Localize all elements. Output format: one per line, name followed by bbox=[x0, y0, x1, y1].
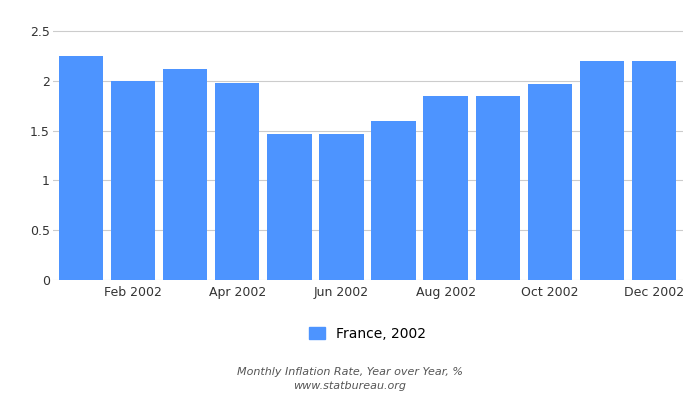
Bar bbox=[631, 61, 676, 280]
Text: www.statbureau.org: www.statbureau.org bbox=[293, 381, 407, 391]
Bar bbox=[111, 81, 155, 280]
Bar bbox=[424, 96, 468, 280]
Bar bbox=[528, 84, 572, 280]
Bar bbox=[319, 134, 363, 280]
Bar bbox=[372, 121, 416, 280]
Legend: France, 2002: France, 2002 bbox=[309, 326, 426, 340]
Bar bbox=[59, 56, 104, 280]
Bar bbox=[215, 83, 260, 280]
Text: Monthly Inflation Rate, Year over Year, %: Monthly Inflation Rate, Year over Year, … bbox=[237, 367, 463, 377]
Bar bbox=[267, 134, 312, 280]
Bar bbox=[475, 96, 520, 280]
Bar bbox=[163, 69, 207, 280]
Bar bbox=[580, 61, 624, 280]
